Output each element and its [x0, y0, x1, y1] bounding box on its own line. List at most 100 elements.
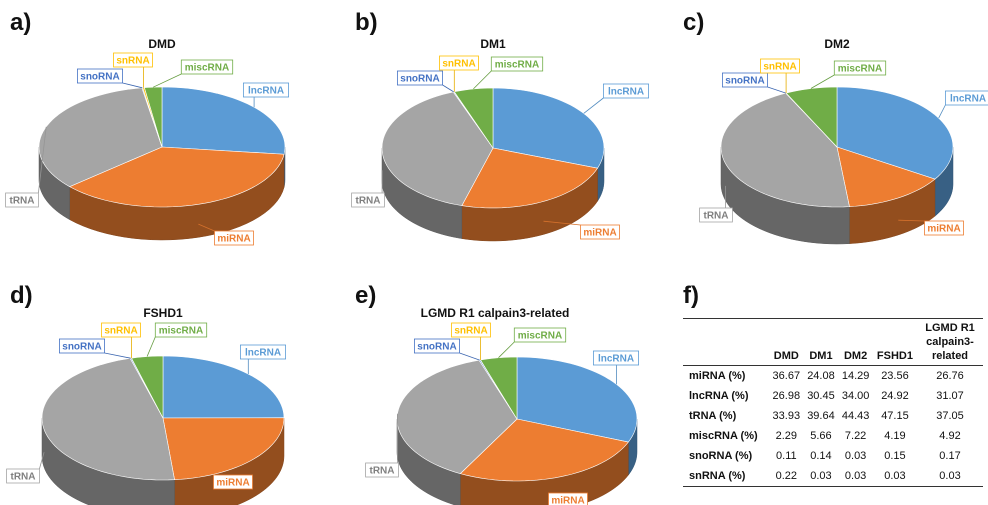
- leader-line: [473, 70, 492, 90]
- data-label-miscRNA: miscRNA: [518, 331, 562, 342]
- leader-line: [442, 84, 454, 93]
- pie-slice-miRNA: [162, 417, 285, 481]
- panel-letter-b: b): [355, 9, 378, 36]
- table-header-cell: DM2: [843, 350, 868, 362]
- label-box: [351, 192, 385, 208]
- data-label-snRNA: snRNA: [442, 59, 475, 70]
- table-cell: 23.56: [881, 370, 909, 382]
- label-box: [413, 338, 460, 354]
- table-cell: 0.03: [844, 450, 867, 462]
- data-label-snRNA: snRNA: [104, 326, 137, 337]
- data-label-tRNA: tRNA: [10, 196, 35, 207]
- pie-chart-3: DM2 lncRNA miRNA tRNA snoRNA snRNA miscRNA: [699, 37, 988, 245]
- table-cell: 47.15: [881, 410, 909, 422]
- pie-slice-lncRNA: [162, 355, 285, 419]
- table-row: miscRNA (%) 2.29 5.66 7.22 4.19 4.92: [683, 426, 983, 446]
- panel-letter-c: c): [683, 9, 704, 36]
- leader-line: [153, 73, 182, 88]
- leader-line: [38, 126, 47, 194]
- pie-slice-lncRNA: [161, 86, 286, 155]
- data-label-snoRNA: snoRNA: [725, 76, 764, 87]
- label-box: [6, 468, 40, 484]
- chart-title: DM2: [824, 37, 850, 51]
- pie-slice-miscRNA: [144, 86, 163, 148]
- label-box: [180, 59, 234, 75]
- rna-percentage-table: DMD DM1 DM2 FSHD1 LGMD R1 calpain3-relat…: [683, 318, 983, 487]
- leader-line: [122, 82, 143, 89]
- table-cell: 36.67: [772, 370, 801, 382]
- label-box: [490, 56, 544, 72]
- label-box: [101, 322, 141, 338]
- table-row-label: snRNA (%): [689, 470, 746, 482]
- chart-title: DM1: [480, 37, 506, 51]
- table-cell: 0.03: [810, 470, 832, 482]
- pie-slice-tRNA: [720, 92, 850, 208]
- table-cell: 2.29: [775, 430, 798, 442]
- panel-letter-a: a): [10, 9, 31, 36]
- label-box: [77, 68, 124, 84]
- table-cell: 7.22: [844, 430, 867, 442]
- table-cell: 0.03: [844, 470, 867, 482]
- label-box: [924, 220, 964, 236]
- label-box: [833, 60, 887, 76]
- label-box: [760, 58, 800, 74]
- leader-line: [938, 104, 946, 119]
- data-label-lncRNA: lncRNA: [245, 348, 281, 359]
- pie-slice-tRNA: [381, 91, 494, 206]
- pie-slice-miscRNA: [453, 87, 494, 149]
- table-cell: 34.00: [841, 390, 870, 402]
- label-box: [365, 462, 399, 478]
- pie-slice-lncRNA: [492, 87, 605, 169]
- data-label-miRNA: miRNA: [927, 224, 960, 235]
- label-box: [603, 83, 650, 99]
- label-box: [699, 207, 733, 223]
- label-box: [59, 338, 106, 354]
- pie-slice-tRNA: [41, 357, 175, 481]
- panel-letter-f: f): [683, 282, 699, 309]
- pie-slice-miscRNA: [785, 86, 838, 148]
- data-label-snoRNA: snoRNA: [62, 342, 101, 353]
- pie-slice-miscRNA: [131, 355, 164, 419]
- leader-line: [767, 86, 787, 94]
- data-label-miscRNA: miscRNA: [159, 326, 203, 337]
- leader-line: [459, 352, 480, 361]
- leader-line: [104, 352, 131, 359]
- leader-line: [146, 336, 156, 357]
- table-cell: 0.17: [939, 450, 961, 462]
- label-box: [214, 230, 254, 246]
- table-row-label: miRNA (%): [689, 370, 746, 382]
- table-cell: 24.08: [807, 370, 835, 382]
- label-box: [945, 90, 988, 106]
- data-label-lncRNA: lncRNA: [248, 86, 284, 97]
- table-cell: 0.14: [810, 450, 832, 462]
- table-row: tRNA (%) 33.93 39.64 44.43 47.15 37.05: [683, 406, 983, 426]
- table-row: miRNA (%) 36.67 24.08 14.29 23.56 26.76: [683, 366, 983, 387]
- table-cell: 24.92: [881, 390, 909, 402]
- table-header-cell: DM1: [809, 350, 833, 362]
- table-cell: 0.03: [939, 470, 961, 482]
- data-label-snRNA: snRNA: [454, 326, 487, 337]
- leader-line: [583, 97, 604, 114]
- table-row: lncRNA (%) 26.98 30.45 34.00 24.92 31.07: [683, 386, 983, 406]
- data-label-miRNA: miRNA: [217, 234, 250, 245]
- chart-title: LGMD R1 calpain3-related: [421, 306, 570, 320]
- pie-slice-miRNA: [459, 418, 629, 482]
- label-box: [548, 492, 588, 505]
- data-label-miscRNA: miscRNA: [838, 64, 882, 75]
- data-label-miscRNA: miscRNA: [185, 63, 229, 74]
- table-header-cell: FSHD1: [876, 350, 913, 362]
- label-box: [593, 350, 640, 366]
- pie-slice-miRNA: [68, 146, 285, 208]
- label-box: [513, 327, 567, 343]
- label-box: [722, 72, 769, 88]
- data-label-miRNA: miRNA: [216, 478, 249, 489]
- table-cell: 33.93: [772, 410, 801, 422]
- pie-chart-5: LGMD R1 calpain3-related lncRNA miRNA tRNA s…: [365, 306, 640, 505]
- label-box: [239, 344, 286, 360]
- data-label-snRNA: snRNA: [116, 56, 149, 67]
- label-box: [439, 55, 479, 71]
- pie-slice-miRNA: [461, 147, 599, 209]
- chart-title: DMD: [148, 37, 176, 51]
